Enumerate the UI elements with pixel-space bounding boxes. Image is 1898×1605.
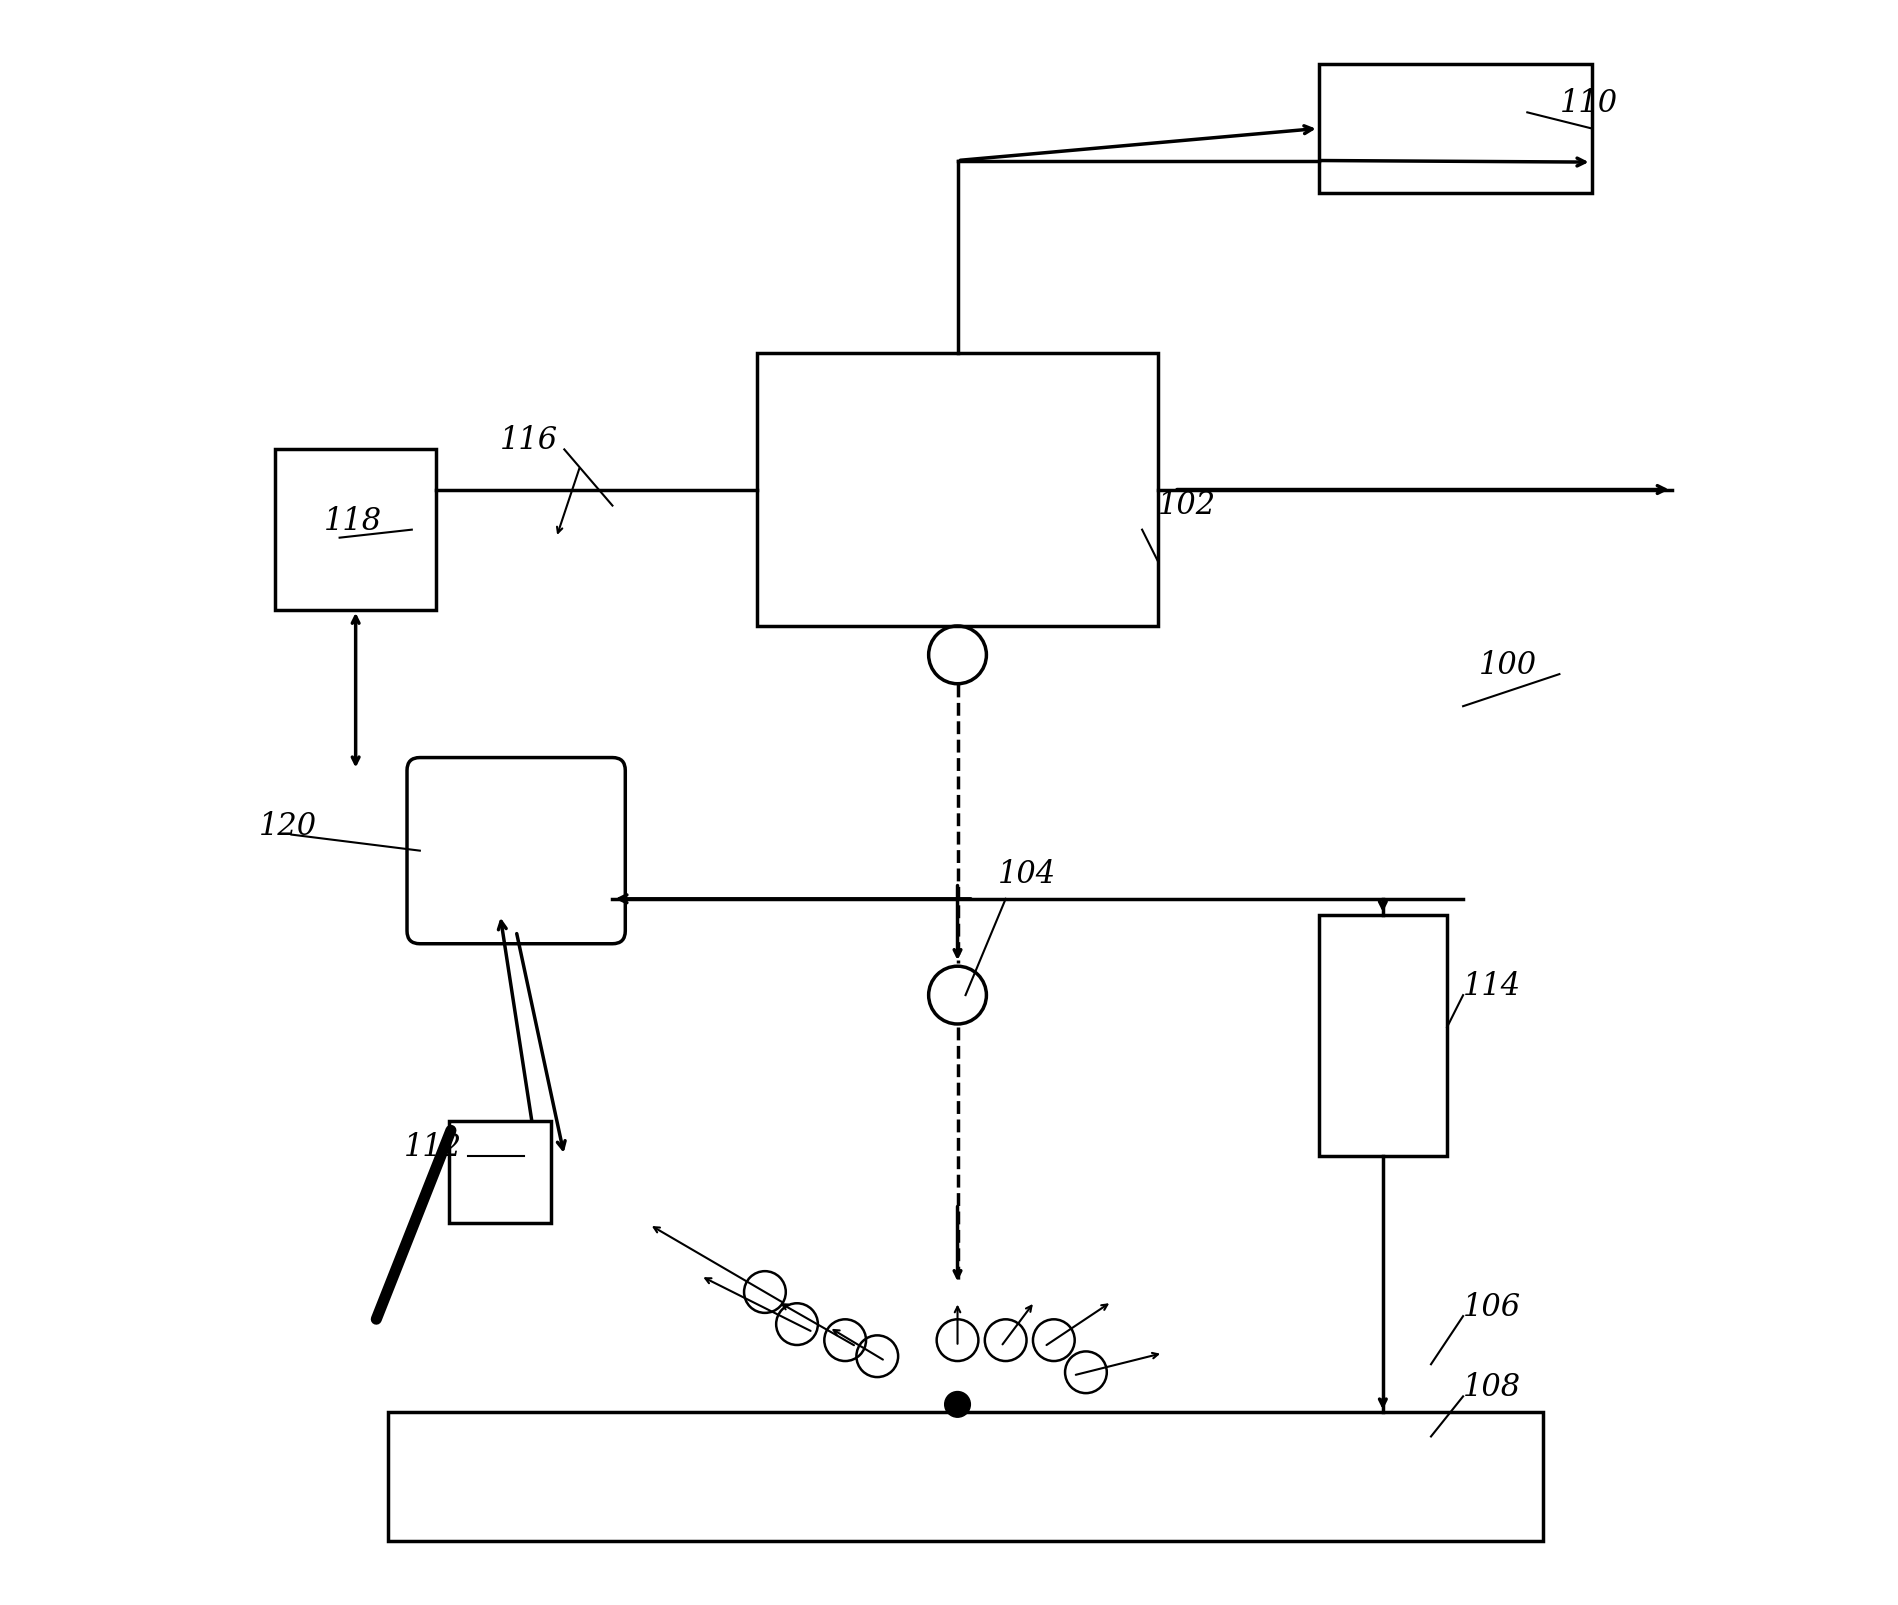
Text: 118: 118	[323, 506, 381, 536]
Text: 114: 114	[1461, 971, 1520, 1002]
Text: 110: 110	[1558, 88, 1617, 119]
Bar	[1317, 64, 1591, 193]
Text: 100: 100	[1479, 650, 1537, 681]
Polygon shape	[448, 1120, 550, 1223]
FancyBboxPatch shape	[406, 758, 624, 944]
Text: 102: 102	[1158, 490, 1215, 520]
Bar	[387, 1412, 1543, 1541]
Bar	[757, 353, 1158, 626]
Text: 116: 116	[499, 425, 558, 456]
Text: 104: 104	[996, 859, 1055, 889]
Bar	[1317, 915, 1446, 1156]
Bar	[275, 449, 437, 610]
Text: 108: 108	[1461, 1372, 1520, 1403]
Text: 106: 106	[1461, 1292, 1520, 1323]
Circle shape	[943, 1392, 970, 1417]
Text: 112: 112	[404, 1132, 461, 1162]
Text: 120: 120	[260, 811, 317, 841]
